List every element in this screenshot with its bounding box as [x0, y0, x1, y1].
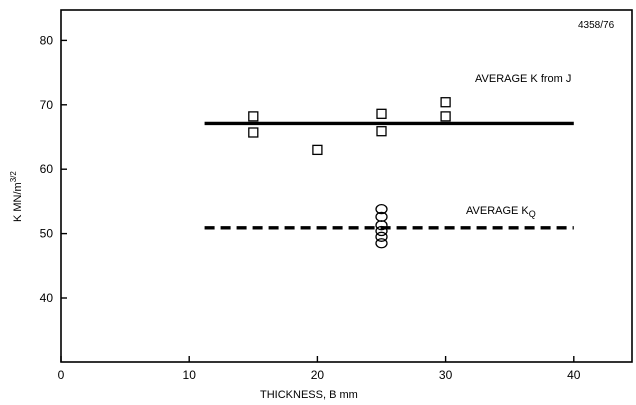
- square-point: [440, 111, 451, 122]
- circle-point: [375, 203, 388, 215]
- plot-frame: [60, 9, 633, 363]
- ticks: 0 10 20 30 40 40 50 60 70 80: [40, 33, 581, 382]
- square-point: [376, 108, 387, 119]
- y-tick-label: 50: [40, 227, 54, 241]
- x-tick-label: 20: [311, 368, 325, 382]
- circle-point: [375, 231, 388, 242]
- figure-id: 4358/76: [578, 20, 615, 31]
- y-tick-label: 70: [40, 98, 54, 112]
- x-axis-label: THICKNESS, B mm: [260, 389, 358, 401]
- y-axis-label: K MN/m3/2: [9, 171, 24, 222]
- x-tick-label: 40: [567, 368, 581, 382]
- circle-point: [375, 238, 388, 249]
- avg-k-from-j-label: AVERAGE K from J: [475, 73, 571, 85]
- x-tick-label: 0: [58, 368, 65, 382]
- square-point: [248, 111, 259, 122]
- y-axis-label-main: K MN/m: [12, 182, 24, 222]
- square-point: [376, 126, 387, 137]
- y-tick-label: 60: [40, 162, 54, 176]
- y-tick-label: 40: [40, 291, 54, 305]
- axes: [60, 9, 633, 363]
- y-tick-label: 80: [40, 33, 54, 47]
- data-points: [248, 97, 451, 249]
- avg-kq-label: AVERAGE KQ: [466, 205, 536, 219]
- square-point: [312, 144, 323, 156]
- circle-point: [375, 225, 388, 237]
- circle-point: [375, 220, 388, 231]
- avg-kq-label-main: AVERAGE K: [466, 205, 529, 217]
- reference-lines: [204, 121, 574, 230]
- square-point: [248, 127, 259, 138]
- x-tick-label: 10: [183, 368, 197, 382]
- y-axis-label-sup: 3/2: [9, 171, 18, 183]
- x-tick-label: 30: [439, 368, 453, 382]
- square-point: [440, 97, 451, 108]
- avg-kq-label-sub: Q: [529, 209, 536, 219]
